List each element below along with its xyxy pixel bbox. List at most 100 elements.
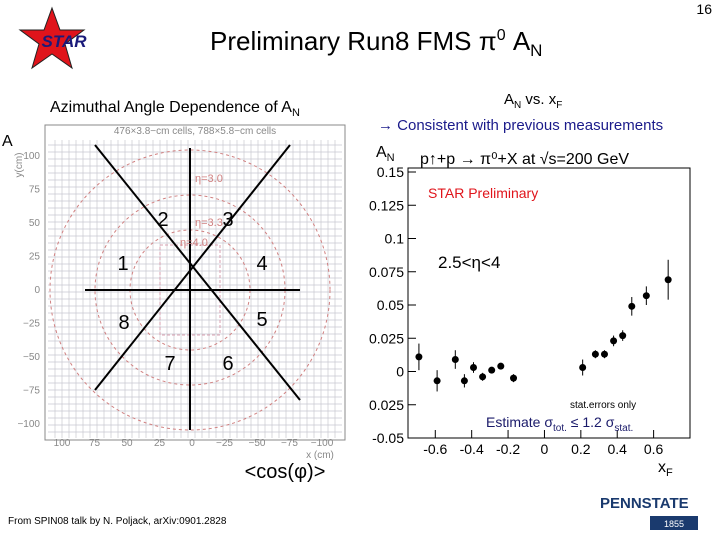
data-point bbox=[479, 373, 487, 381]
detector-diagram: 476×3.8−cm cells, 788×5.8−cm cells y(cm) x… bbox=[14, 124, 346, 483]
data-point bbox=[664, 276, 672, 284]
heading-sub: N bbox=[514, 100, 521, 111]
y-tick-label: 0.125 bbox=[369, 197, 404, 213]
university-year: 1855 bbox=[664, 519, 684, 529]
y-tick-label: -0.05 bbox=[372, 430, 404, 446]
watermark: STAR Preliminary bbox=[428, 185, 538, 201]
sector-line bbox=[94, 144, 291, 391]
slide-title: Preliminary Run8 FMS π0 AN bbox=[210, 26, 542, 60]
x-tick-label: −75 bbox=[281, 438, 298, 449]
sector-number: 6 bbox=[222, 353, 233, 375]
y-tick-label: 0.05 bbox=[377, 297, 404, 313]
data-point bbox=[619, 332, 627, 340]
y-tick-label: 0.1 bbox=[385, 231, 405, 247]
x-tick-label: 0 bbox=[541, 441, 549, 457]
y-tick-label: 75 bbox=[29, 185, 41, 196]
axis-label: y(cm) bbox=[14, 153, 25, 178]
y-axis-label: AN bbox=[376, 144, 395, 164]
data-point bbox=[642, 292, 650, 300]
data-point bbox=[610, 337, 618, 345]
title-text: A bbox=[506, 26, 531, 56]
left-heading: Azimuthal Angle Dependence of AN bbox=[50, 99, 300, 119]
heading-text: Azimuthal Angle Dependence of A bbox=[50, 99, 292, 116]
heading-sub: N bbox=[292, 107, 300, 119]
label-main: x bbox=[658, 459, 666, 476]
eta-label: η=4.0 bbox=[180, 237, 208, 249]
data-point bbox=[497, 362, 505, 370]
sector-number: 8 bbox=[118, 312, 129, 334]
data-point bbox=[451, 356, 459, 364]
reaction-label: p↑+p → π⁰+X at √s=200 GeV bbox=[420, 151, 629, 168]
x-tick-label: -0.2 bbox=[496, 441, 520, 457]
x-tick-label: 75 bbox=[89, 438, 101, 449]
y-tick-label: 0.025 bbox=[369, 397, 404, 413]
label-sub: F bbox=[666, 467, 673, 479]
heading-sub: F bbox=[556, 100, 562, 111]
note-text: ≤ 1.2 σ bbox=[567, 414, 615, 430]
note-sub: stat. bbox=[614, 423, 633, 434]
y-tick-label: 0.075 bbox=[369, 264, 404, 280]
sector-number: 7 bbox=[164, 353, 175, 375]
label-main: A bbox=[376, 144, 387, 161]
y-tick-label: 0.025 bbox=[369, 330, 404, 346]
x-tick-label: 0.6 bbox=[644, 441, 664, 457]
y-tick-label: 0 bbox=[34, 285, 40, 296]
caption: <cos(φ)> bbox=[245, 461, 326, 483]
y-tick-label: −100 bbox=[17, 419, 40, 430]
x-axis-label: xF bbox=[658, 459, 673, 479]
y-tick-label: −75 bbox=[23, 386, 40, 397]
eta-circle bbox=[49, 149, 331, 431]
heading-text: vs. x bbox=[521, 91, 557, 108]
footer: From SPIN08 talk by N. Poljack, arXiv:09… bbox=[8, 516, 227, 527]
eta-label: η=3.3 bbox=[195, 217, 223, 229]
y-tick-label: −50 bbox=[23, 352, 40, 363]
university-badge bbox=[650, 516, 698, 530]
right-note: → Consistent with previous measurements bbox=[378, 117, 663, 134]
sector-number: 5 bbox=[256, 309, 267, 331]
plot-frame bbox=[407, 167, 691, 439]
error-note: stat.errors only bbox=[570, 400, 636, 411]
y-tick-label: 100 bbox=[23, 151, 40, 162]
x-tick-label: −100 bbox=[311, 438, 334, 449]
x-tick-label: 25 bbox=[154, 438, 166, 449]
eta-range: 2.5<η<4 bbox=[438, 253, 500, 272]
chart: 0.15 0.125 0.1 0.075 0.05 0.025 0 0.025 -0.05 -0.… bbox=[369, 144, 691, 479]
y-tick-label: 0 bbox=[396, 364, 404, 380]
y-tick-label: −25 bbox=[23, 319, 40, 330]
data-point bbox=[510, 374, 518, 382]
eta-label: η=3.0 bbox=[195, 173, 223, 185]
y-tick-label: 0.15 bbox=[377, 164, 404, 180]
data-point bbox=[433, 377, 441, 385]
y-tick-label: 50 bbox=[29, 218, 41, 229]
title-text: Preliminary Run8 FMS π bbox=[210, 26, 497, 56]
x-tick-label: 0.4 bbox=[607, 441, 627, 457]
data-point bbox=[415, 353, 423, 361]
x-tick-label: 0.2 bbox=[571, 441, 591, 457]
label-sub: N bbox=[387, 152, 395, 164]
x-tick-label: −25 bbox=[216, 438, 233, 449]
university-name: PENNSTATE bbox=[600, 495, 689, 512]
note-sub: tot. bbox=[553, 423, 567, 434]
note-text: Estimate σ bbox=[486, 414, 553, 430]
y-tick-label: 25 bbox=[29, 252, 41, 263]
cells-label: 476×3.8−cm cells, 788×5.8−cm cells bbox=[114, 126, 276, 137]
x-tick-label: −50 bbox=[249, 438, 266, 449]
data-point bbox=[460, 377, 468, 385]
heading-text: A bbox=[504, 91, 514, 108]
x-tick-label: 50 bbox=[121, 438, 133, 449]
x-tick-label: -0.4 bbox=[460, 441, 484, 457]
page-number: 16 bbox=[696, 1, 712, 17]
data-point bbox=[488, 366, 496, 374]
data-point bbox=[579, 364, 587, 372]
sector-number: 2 bbox=[157, 209, 168, 231]
data-point bbox=[469, 364, 477, 372]
cut-label: A bbox=[2, 133, 13, 150]
sector-line bbox=[94, 144, 301, 401]
data-point bbox=[591, 350, 599, 358]
title-sub: N bbox=[530, 41, 542, 60]
star-logo bbox=[18, 6, 86, 70]
sector-number: 4 bbox=[256, 253, 267, 275]
data-point bbox=[600, 350, 608, 358]
title-sup: 0 bbox=[497, 27, 506, 44]
